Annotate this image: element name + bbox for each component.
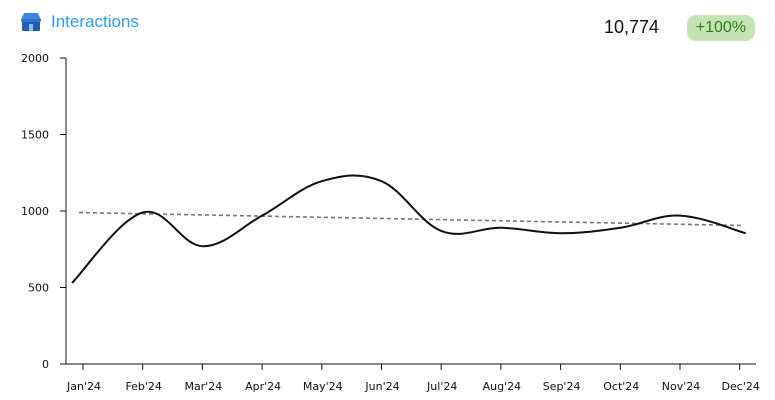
- trendline-group: [78, 211, 744, 227]
- y-tick-label: 1500: [21, 129, 49, 142]
- x-tick-label: Jul'24: [426, 380, 457, 393]
- title-group: Interactions: [20, 12, 139, 32]
- x-tick-label: Jun'24: [364, 380, 399, 393]
- trendline: [78, 211, 744, 227]
- x-tick-label: Aug'24: [483, 380, 522, 393]
- store-icon: [21, 13, 41, 31]
- y-tick-label: 500: [28, 282, 49, 295]
- chart-title: Interactions: [51, 12, 139, 31]
- series-line: [71, 174, 746, 284]
- chart-header: Interactions 10,774 +100%: [0, 0, 775, 52]
- x-tick-label: Feb'24: [125, 380, 162, 393]
- x-tick-label: Nov'24: [662, 380, 701, 393]
- x-tick-label: Jan'24: [66, 380, 101, 393]
- series-group: [71, 174, 746, 284]
- x-tick-label: Oct'24: [603, 380, 639, 393]
- x-tick-label: May'24: [303, 380, 343, 393]
- x-axis-ticks: Jan'24 Feb'24 Mar'24 Apr'24 May'24 Jun'24 Jul'…: [66, 364, 760, 393]
- x-tick-label: Mar'24: [185, 380, 223, 393]
- total-value: 10,774: [603, 17, 659, 37]
- y-tick-label: 2000: [21, 52, 49, 65]
- x-tick-label: Dec'24: [722, 380, 760, 393]
- x-tick-label: Apr'24: [245, 380, 281, 393]
- x-tick-label: Sep'24: [543, 380, 581, 393]
- axes: [65, 58, 756, 365]
- change-badge: +100%: [686, 15, 755, 41]
- y-axis-ticks: 0 500 1000 1500 2000: [21, 52, 66, 371]
- y-tick-label: 0: [42, 358, 49, 371]
- y-tick-label: 1000: [21, 205, 49, 218]
